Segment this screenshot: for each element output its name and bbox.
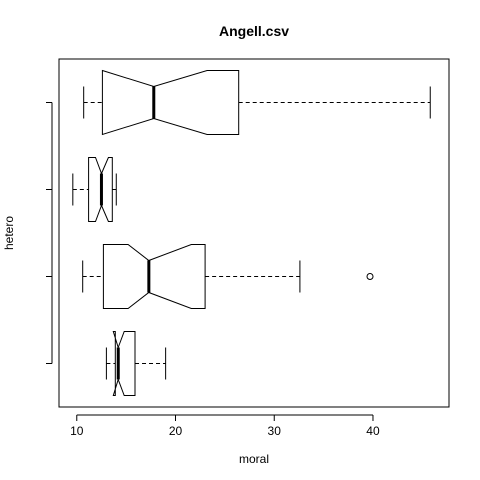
x-axis: 10 20 30 40 [70,414,380,438]
box-3 [72,157,117,222]
x-tick-label: 10 [70,424,84,438]
y-axis [46,102,53,364]
chart-title: Angell.csv [219,23,289,39]
box-4 [83,69,431,136]
y-axis-label: hetero [2,216,16,250]
notched-box [112,331,136,396]
notched-box [88,157,113,222]
boxes-layer [72,69,431,396]
outlier-point [366,273,374,280]
box-2 [82,244,374,309]
plot-frame [58,58,450,408]
box-1 [105,331,167,396]
x-axis-label: moral [239,452,269,466]
x-tick-label: 20 [169,424,183,438]
notched-box [102,244,206,309]
notched-box [101,69,240,136]
x-tick-label: 30 [268,424,282,438]
x-tick-label: 40 [366,424,380,438]
